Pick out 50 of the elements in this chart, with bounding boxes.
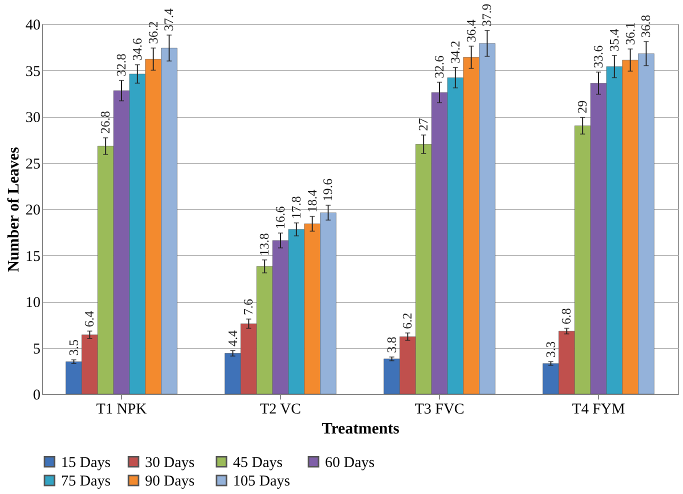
data-label: 34.2 [447,40,462,64]
data-label: 4.4 [224,330,240,347]
data-label: 13.8 [256,233,272,256]
data-label: 3.3 [542,341,558,358]
data-label: 36.2 [145,21,160,44]
legend-label: 45 Days [233,454,283,471]
data-label: 3.8 [384,336,399,353]
x-axis-title: Treatments [322,420,400,438]
y-tick-label: 35 [26,64,40,80]
data-label: 32.6 [432,55,446,78]
y-axis-title: Number of Leaves [6,146,22,272]
data-label: 6.4 [82,310,97,328]
data-label: 29 [574,100,590,114]
y-tick-label: 15 [26,248,40,265]
data-label: 17.8 [288,196,304,219]
y-tick-label: 10 [26,295,40,311]
x-tick-label: T2 VC [260,402,301,418]
y-tick-label: 25 [26,156,40,172]
data-label: 19.6 [320,178,336,202]
data-label: 18.4 [304,189,320,212]
data-label: 35.4 [606,28,622,52]
y-tick-label: 40 [26,18,40,34]
data-label: 37.9 [479,4,494,26]
legend-label: 105 Days [233,474,290,490]
data-label: 33.6 [590,44,606,68]
data-label: 16.6 [272,206,288,230]
x-tick-label: T3 FVC [414,402,464,418]
y-tick-label: 20 [26,202,40,218]
legend-label: 15 Days [61,454,111,471]
data-label: 6.8 [558,308,574,324]
legend-label: 30 Days [145,454,195,471]
data-label: 32.8 [114,54,128,76]
data-label: 37.4 [161,8,176,32]
y-tick-label: 30 [26,110,40,126]
data-label: 34.6 [129,37,144,61]
data-label: 27 [416,118,431,131]
data-label: 36.1 [622,22,638,45]
x-tick-label: T4 FYM [572,402,625,418]
legend-label: 60 Days [325,454,375,471]
data-label: 26.8 [98,111,113,134]
data-label: 36.8 [638,14,654,38]
x-tick-label: T1 NPK [96,402,147,418]
data-label: 6.2 [400,312,415,329]
data-label: 3.5 [66,340,81,356]
y-tick-label: 5 [33,341,40,358]
y-tick-label: 0 [33,388,40,404]
data-label: 7.6 [240,298,256,316]
data-label: 36.4 [463,18,478,42]
legend-label: 75 Days [61,474,111,490]
legend-label: 90 Days [145,474,195,490]
